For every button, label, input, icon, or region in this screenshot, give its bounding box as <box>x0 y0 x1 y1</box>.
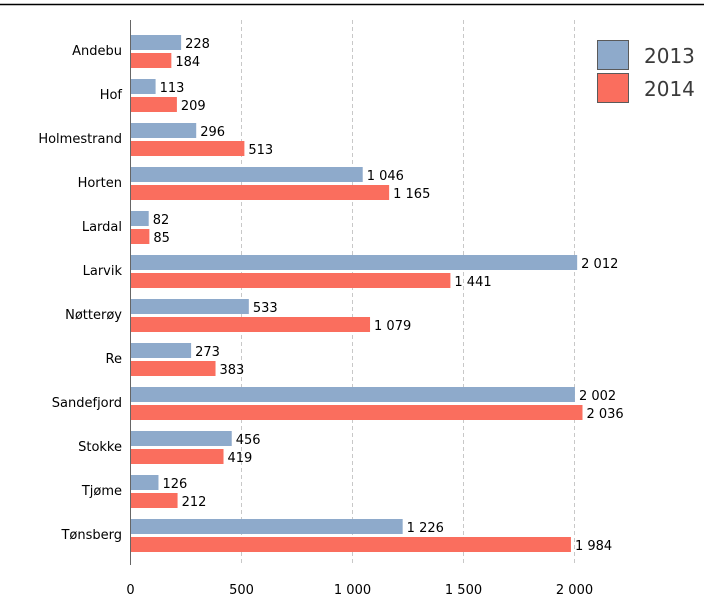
bar-2014 <box>130 97 177 112</box>
x-tick-label: 500 <box>229 583 254 598</box>
bar-2014 <box>130 405 583 420</box>
bar-2013 <box>130 167 363 182</box>
value-label: 456 <box>236 433 261 448</box>
category-label: Larvik <box>83 264 123 279</box>
bar-2013 <box>130 475 159 490</box>
value-label: 296 <box>200 125 225 140</box>
bar-2014 <box>130 229 150 244</box>
category-label: Nøtterøy <box>65 308 122 323</box>
value-label: 1 441 <box>454 275 491 290</box>
bar-2013 <box>130 255 578 270</box>
category-label: Horten <box>78 176 122 191</box>
legend-label: 2014 <box>644 77 695 101</box>
category-label: Tønsberg <box>60 528 122 543</box>
value-label: 82 <box>153 213 170 228</box>
bar-2013 <box>130 123 197 138</box>
bars <box>130 35 583 552</box>
legend-swatch-2013 <box>597 40 629 70</box>
bar-2014 <box>130 273 451 288</box>
bar-2014 <box>130 185 390 200</box>
value-label: 2 002 <box>579 389 616 404</box>
category-label: Sandefjord <box>52 396 122 411</box>
legend-label: 2013 <box>644 44 695 68</box>
value-label: 228 <box>185 37 210 52</box>
x-tick-label: 1 500 <box>445 583 482 598</box>
bar-2014 <box>130 361 216 376</box>
data-labels: 228 184 113 209 296 513 1 046 1 165 82 85 2 012 1 4… <box>153 37 624 554</box>
category-label: Stokke <box>78 440 122 455</box>
value-label: 212 <box>182 495 207 510</box>
category-label: Lardal <box>82 220 122 235</box>
bar-2013 <box>130 35 182 50</box>
value-label: 126 <box>162 477 187 492</box>
category-label: Hof <box>100 88 123 103</box>
value-label: 533 <box>253 301 278 316</box>
value-label: 383 <box>220 363 245 378</box>
category-labels: Andebu Hof Holmestrand Horten Lardal Larvik Nø… <box>38 44 122 543</box>
bar-2014 <box>130 141 245 156</box>
x-tick-label: 1 000 <box>334 583 371 598</box>
bar-2013 <box>130 387 575 402</box>
x-tick-label: 0 <box>126 583 134 598</box>
value-label: 184 <box>175 55 200 70</box>
category-label: Re <box>106 352 122 367</box>
x-tick-label: 2 000 <box>556 583 593 598</box>
value-label: 1 984 <box>575 539 612 554</box>
bar-2013 <box>130 431 232 446</box>
value-label: 419 <box>228 451 253 466</box>
bar-2014 <box>130 53 172 68</box>
bar-2013 <box>130 79 156 94</box>
value-label: 209 <box>181 99 206 114</box>
legend-swatch-2014 <box>597 73 629 103</box>
bar-2013 <box>130 211 149 226</box>
bar-2014 <box>130 537 571 552</box>
value-label: 1 046 <box>367 169 404 184</box>
category-label: Tjøme <box>81 484 122 499</box>
bar-2013 <box>130 519 403 534</box>
value-label: 273 <box>195 345 220 360</box>
value-label: 113 <box>160 81 185 96</box>
category-label: Andebu <box>72 44 122 59</box>
value-label: 85 <box>153 231 170 246</box>
value-label: 1 226 <box>407 521 444 536</box>
bar-2014 <box>130 317 371 332</box>
value-label: 2 012 <box>581 257 618 272</box>
legend: 2013 2014 <box>597 40 695 103</box>
value-label: 2 036 <box>586 407 623 422</box>
bar-2014 <box>130 449 224 464</box>
bar-2014 <box>130 493 178 508</box>
gridlines <box>241 20 575 565</box>
category-label: Holmestrand <box>38 132 122 147</box>
x-axis-ticks: 0 500 1 000 1 500 2 000 <box>126 583 593 598</box>
bar-2013 <box>130 299 249 314</box>
value-label: 513 <box>248 143 273 158</box>
value-label: 1 079 <box>374 319 411 334</box>
bar-2013 <box>130 343 192 358</box>
value-label: 1 165 <box>393 187 430 202</box>
